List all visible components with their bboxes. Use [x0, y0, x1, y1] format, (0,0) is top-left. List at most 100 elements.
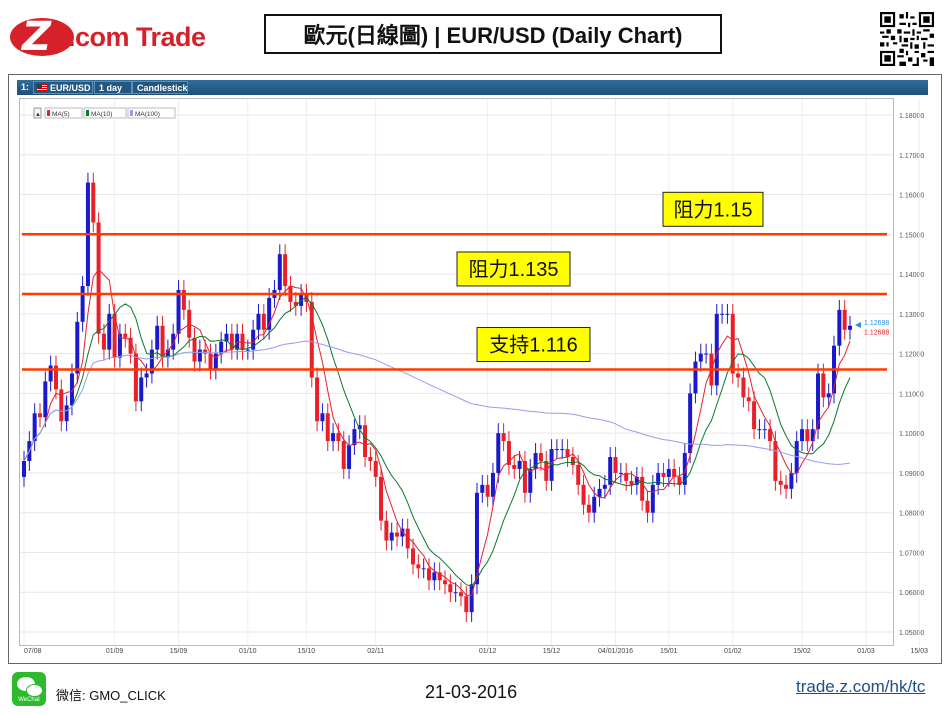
- candle-body: [421, 568, 426, 570]
- logo-text: .com Trade: [68, 22, 206, 52]
- interval-button[interactable]: 1 day: [94, 81, 132, 94]
- candle-body: [730, 313, 735, 374]
- candle-body: [112, 313, 117, 358]
- candle-body: [245, 349, 250, 351]
- candle-body: [400, 528, 405, 537]
- candle-body: [469, 584, 474, 613]
- candle-body: [789, 472, 794, 489]
- candle-body: [677, 476, 682, 485]
- candle-body: [592, 496, 597, 513]
- candle-body: [517, 460, 522, 469]
- candle-body: [821, 373, 826, 398]
- legend-swatch: [47, 110, 50, 116]
- price-marker-icon: [855, 322, 861, 328]
- candle-body: [608, 457, 613, 485]
- y-tick-label: 1.11000: [899, 391, 924, 398]
- candle-body: [48, 365, 53, 382]
- candle-body: [778, 480, 783, 485]
- candle-body: [704, 353, 709, 355]
- candle-body: [320, 413, 325, 422]
- candle-body: [570, 457, 575, 465]
- x-tick-label: 01/10: [239, 648, 257, 655]
- style-button[interactable]: Candlestick: [132, 81, 188, 94]
- candle-body: [720, 313, 725, 315]
- x-tick-label: 07/08: [24, 648, 42, 655]
- candle-body: [219, 341, 224, 354]
- candle-body: [810, 429, 815, 442]
- candle-body: [235, 333, 240, 350]
- y-tick-label: 1.10000: [899, 431, 924, 438]
- level-box: [456, 251, 571, 287]
- wechat-icon[interactable]: WeChat: [12, 672, 46, 706]
- symbol-button[interactable]: EUR/USD: [33, 81, 93, 94]
- x-tick-label: 15/12: [543, 648, 561, 655]
- candle-body: [805, 429, 810, 442]
- candle-body: [160, 325, 165, 358]
- candle-body: [352, 429, 357, 446]
- candle-body: [309, 301, 314, 378]
- candle-body: [725, 313, 730, 315]
- candle-body: [181, 289, 186, 310]
- y-tick-label: 1.16000: [899, 193, 924, 200]
- candle-body: [757, 429, 762, 431]
- candle-body: [773, 441, 778, 481]
- candle-body: [139, 377, 144, 402]
- candle-body: [331, 433, 336, 442]
- candle-body: [224, 333, 229, 342]
- candle-body: [432, 572, 437, 581]
- candle-body: [117, 333, 122, 358]
- candle-body: [549, 449, 554, 481]
- candle-body: [752, 401, 757, 430]
- x-tick-label: 15/02: [793, 648, 811, 655]
- y-tick-label: 1.13000: [899, 312, 924, 319]
- chart-toolbar: 1: EUR/USD 1 day Candlestick: [17, 80, 928, 95]
- candle-body: [496, 433, 501, 473]
- x-tick-label: 01/09: [106, 648, 124, 655]
- chart-index: 1:: [21, 82, 30, 92]
- level-box: [662, 191, 764, 227]
- symbol-label: EUR/USD: [50, 83, 91, 93]
- candle-body: [91, 182, 96, 223]
- legend-swatch: [86, 110, 89, 116]
- candle-body: [506, 441, 511, 465]
- candle-body: [347, 445, 352, 469]
- candle-body: [762, 429, 767, 431]
- candle-body: [325, 413, 330, 442]
- candle-body: [64, 405, 69, 422]
- candle-body: [315, 377, 320, 422]
- candle-body: [688, 393, 693, 454]
- legend-item: [127, 107, 176, 119]
- candle-body: [197, 349, 202, 362]
- report-date: 21-03-2016: [425, 682, 518, 702]
- candle-body: [656, 472, 661, 485]
- candle-body: [634, 476, 639, 485]
- candle-body: [458, 592, 463, 597]
- candle-body: [208, 353, 213, 370]
- x-tick-label: 01/02: [724, 648, 742, 655]
- candle-body: [848, 325, 852, 330]
- level-box: [476, 327, 591, 363]
- legend-swatch: [130, 110, 133, 116]
- y-tick-label: 1.15000: [899, 232, 924, 239]
- candle-body: [336, 433, 341, 442]
- candle-body: [379, 476, 384, 521]
- candle-body: [602, 484, 607, 489]
- logo-mark: Z: [10, 14, 74, 60]
- legend-toggle-icon: [33, 107, 42, 119]
- website-link[interactable]: trade.z.com/hk/tc: [796, 677, 926, 696]
- ma5-line: [23, 268, 851, 596]
- candle-body: [277, 254, 282, 290]
- candle-body: [405, 528, 410, 549]
- candle-body: [32, 413, 37, 442]
- candle-body: [341, 441, 346, 469]
- candle-body: [251, 329, 256, 350]
- candle-body: [37, 413, 42, 418]
- price-tag: 1.12688: [864, 329, 889, 336]
- qr-code-icon[interactable]: [880, 12, 934, 66]
- price-tag: 1.12698: [864, 320, 889, 327]
- candle-body: [741, 377, 746, 398]
- candle-body: [522, 460, 527, 493]
- candle-body: [267, 297, 272, 330]
- candle-body: [464, 596, 469, 613]
